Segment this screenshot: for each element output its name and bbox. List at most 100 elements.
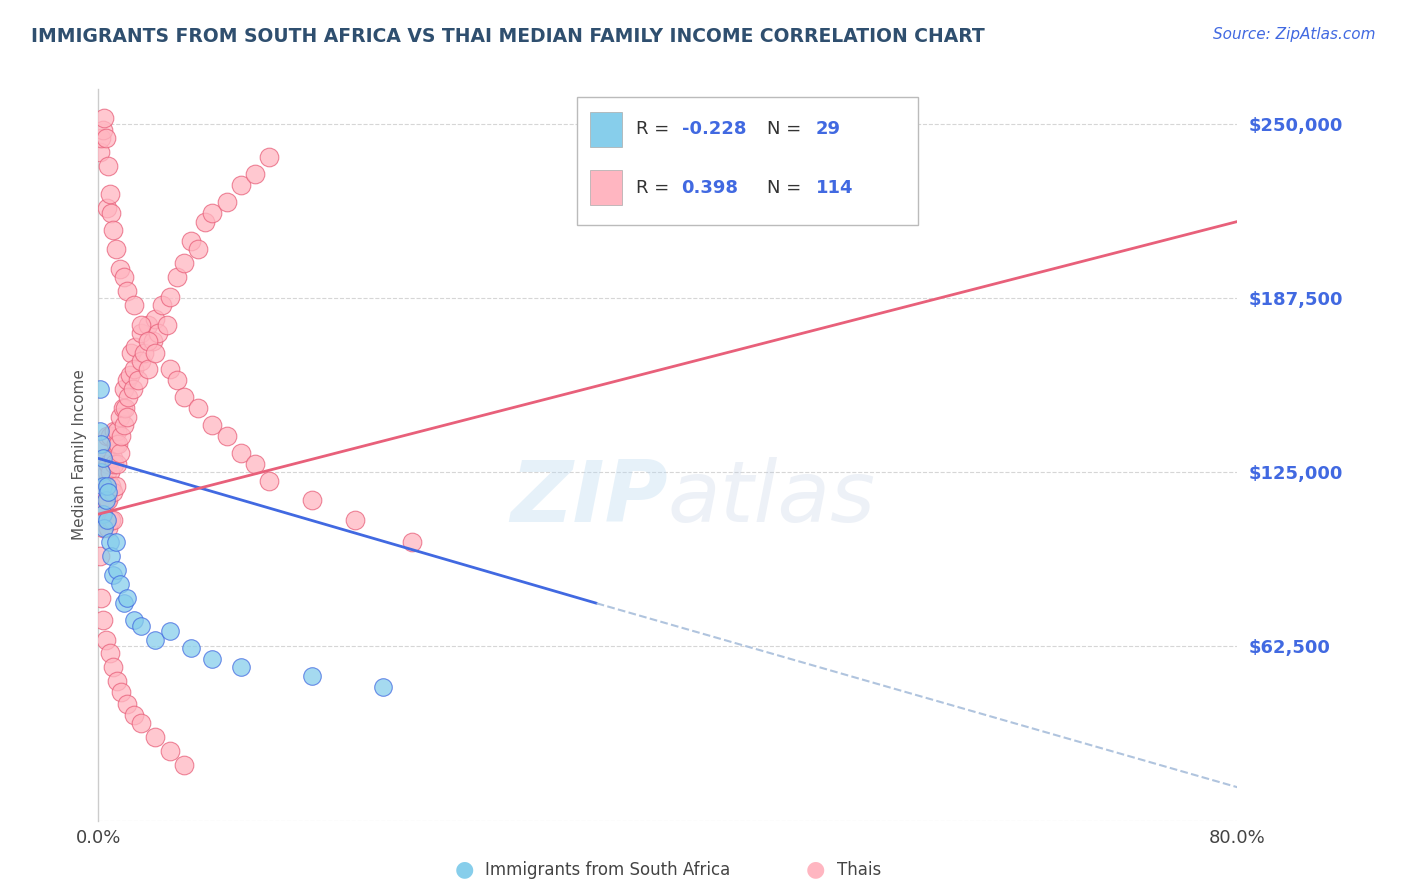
- Point: [94, 484, 117, 499]
- Point: [100, 479, 122, 493]
- Point: [98, 429, 121, 443]
- Text: 29: 29: [815, 120, 841, 138]
- Point: [145, 312, 167, 326]
- Point: [159, 290, 181, 304]
- Point: [343, 513, 366, 527]
- Point: [90, 513, 112, 527]
- Point: [129, 326, 152, 340]
- Point: [112, 382, 135, 396]
- Point: [187, 401, 209, 416]
- Point: [94, 451, 117, 466]
- Point: [243, 457, 266, 471]
- Point: [98, 466, 121, 480]
- Point: [90, 479, 112, 493]
- Point: [90, 437, 112, 451]
- Point: [173, 390, 195, 404]
- Point: [120, 345, 142, 359]
- Point: [136, 362, 159, 376]
- Point: [91, 507, 114, 521]
- Point: [104, 243, 127, 257]
- Point: [89, 424, 111, 438]
- Text: R =: R =: [636, 120, 675, 138]
- Point: [101, 513, 124, 527]
- Point: [90, 437, 112, 451]
- Point: [98, 535, 121, 549]
- Point: [115, 697, 138, 711]
- Point: [129, 618, 152, 632]
- Point: [93, 507, 115, 521]
- Point: [96, 513, 118, 527]
- Text: 0.398: 0.398: [682, 179, 738, 197]
- Text: Thais: Thais: [837, 861, 880, 879]
- Point: [91, 451, 114, 466]
- Point: [101, 451, 124, 466]
- Point: [166, 373, 188, 387]
- Point: [159, 744, 181, 758]
- Point: [107, 437, 129, 451]
- Point: [103, 424, 125, 438]
- Point: [105, 457, 128, 471]
- Point: [112, 270, 135, 285]
- Point: [145, 730, 167, 744]
- Point: [93, 112, 115, 126]
- Point: [129, 318, 152, 332]
- Point: [108, 261, 131, 276]
- Point: [90, 131, 112, 145]
- Text: ●: ●: [454, 860, 474, 880]
- Point: [91, 484, 114, 499]
- Point: [98, 186, 121, 201]
- Point: [112, 417, 135, 432]
- Point: [96, 201, 118, 215]
- Point: [101, 660, 124, 674]
- Point: [89, 549, 111, 563]
- Point: [124, 340, 146, 354]
- Point: [104, 479, 127, 493]
- Point: [401, 535, 423, 549]
- Point: [215, 429, 238, 443]
- Point: [145, 632, 167, 647]
- Point: [259, 474, 281, 488]
- Point: [100, 549, 122, 563]
- Point: [187, 243, 209, 257]
- Point: [129, 354, 152, 368]
- Point: [108, 409, 131, 424]
- Point: [91, 479, 114, 493]
- Point: [98, 647, 121, 661]
- Point: [93, 484, 115, 499]
- Point: [90, 591, 112, 605]
- FancyBboxPatch shape: [576, 96, 918, 225]
- Point: [105, 674, 128, 689]
- Point: [173, 758, 195, 772]
- Point: [96, 466, 118, 480]
- Point: [97, 521, 120, 535]
- Point: [166, 270, 188, 285]
- Point: [91, 613, 114, 627]
- Point: [201, 206, 224, 220]
- Point: [89, 382, 111, 396]
- Point: [93, 521, 115, 535]
- FancyBboxPatch shape: [591, 170, 623, 205]
- Y-axis label: Median Family Income: Median Family Income: [72, 369, 87, 541]
- Point: [122, 298, 145, 312]
- Point: [301, 493, 323, 508]
- Point: [180, 234, 202, 248]
- Point: [243, 167, 266, 181]
- Text: N =: N =: [766, 120, 807, 138]
- Point: [110, 685, 132, 699]
- Point: [180, 640, 202, 655]
- Point: [91, 122, 114, 136]
- Point: [101, 568, 124, 582]
- Point: [129, 716, 152, 731]
- Point: [115, 591, 138, 605]
- Point: [104, 437, 127, 451]
- Point: [108, 446, 131, 460]
- Point: [301, 669, 323, 683]
- Text: IMMIGRANTS FROM SOUTH AFRICA VS THAI MEDIAN FAMILY INCOME CORRELATION CHART: IMMIGRANTS FROM SOUTH AFRICA VS THAI MED…: [31, 27, 984, 45]
- Point: [101, 484, 124, 499]
- Point: [89, 145, 111, 159]
- Point: [105, 424, 128, 438]
- Point: [111, 401, 134, 416]
- Text: ●: ●: [806, 860, 825, 880]
- Point: [117, 390, 139, 404]
- Point: [145, 345, 167, 359]
